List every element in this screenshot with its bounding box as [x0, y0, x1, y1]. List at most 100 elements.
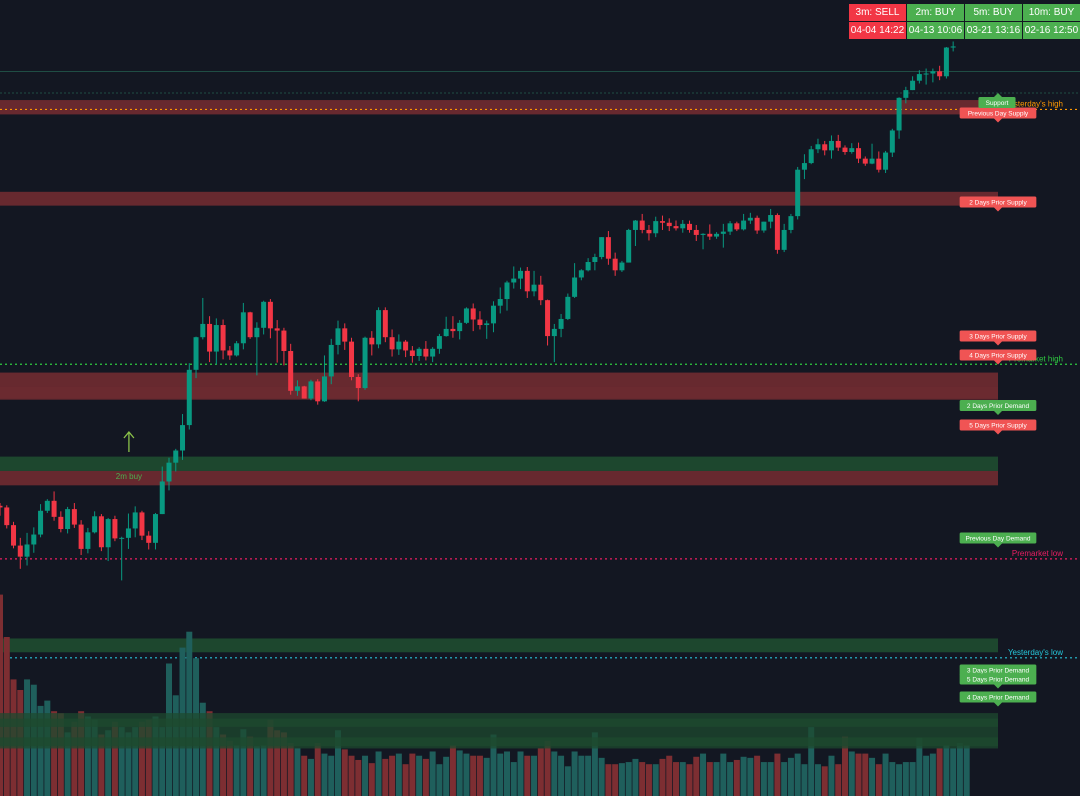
volume-bar-52 — [341, 749, 348, 796]
volume-bar-109 — [727, 762, 734, 796]
candle-body-120 — [801, 163, 807, 170]
zone-tag-2-pointer — [994, 207, 1002, 212]
volume-bar-139 — [929, 753, 936, 796]
volume-bar-137 — [916, 737, 923, 796]
zone-9 — [0, 718, 998, 727]
candle-body-8 — [44, 500, 50, 511]
candle-body-34 — [220, 325, 226, 351]
volume-bar-64 — [422, 758, 429, 796]
candle-body-130 — [869, 158, 875, 164]
candle-body-98 — [653, 221, 659, 234]
candle-body-68 — [450, 328, 456, 332]
zone-tag-6: 5 Days Prior Supply — [959, 419, 1037, 435]
volume-bar-103 — [686, 764, 693, 796]
candle-body-21 — [132, 512, 138, 529]
volume-bar-86 — [571, 751, 578, 796]
volume-bar-100 — [666, 755, 673, 796]
volume-bar-117 — [781, 762, 788, 796]
candle-body-5 — [24, 544, 30, 557]
volume-bar-114 — [760, 762, 767, 796]
volume-bar-115 — [767, 762, 774, 796]
candle-body-52 — [342, 328, 348, 342]
candle-body-78 — [518, 270, 524, 279]
candle-body-75 — [497, 299, 503, 306]
candle-body-60 — [396, 341, 402, 350]
zone-tag-9-box — [959, 673, 1037, 685]
candle-body-54 — [355, 376, 361, 389]
volume-bar-40 — [260, 745, 267, 796]
zone-tag-5: 2 Days Prior Demand — [959, 400, 1037, 415]
candle-body-42 — [274, 328, 280, 331]
volume-bar-54 — [355, 759, 362, 796]
candle-body-138 — [923, 73, 929, 75]
zone-tag-10: 4 Days Prior Demand — [959, 691, 1037, 707]
volume-bar-46 — [301, 755, 308, 796]
candle-body-35 — [227, 350, 233, 356]
volume-bar-142 — [950, 748, 957, 796]
volume-bar-25 — [159, 727, 166, 796]
volume-bar-113 — [754, 755, 761, 796]
candle-body-131 — [876, 158, 882, 170]
volume-bar-101 — [673, 762, 679, 796]
candle-body-9 — [51, 500, 57, 517]
volume-bar-68 — [449, 745, 456, 796]
signal-10m-time: 02-16 12:50 — [1023, 22, 1080, 39]
candle-body-99 — [659, 221, 665, 223]
candle-body-43 — [281, 330, 287, 352]
volume-bar-78 — [517, 751, 524, 796]
level-line-label-2: Premarket low — [1012, 549, 1063, 558]
volume-bar-95 — [632, 758, 639, 796]
candle-body-20 — [125, 528, 131, 538]
volume-bar-44 — [287, 743, 294, 796]
volume-bar-60 — [395, 753, 402, 796]
zone-tag-2-text: 2 Days Prior Supply — [969, 199, 1027, 206]
signal-5m-label: 5m: BUY — [965, 4, 1022, 21]
volume-bar-32 — [206, 711, 213, 796]
volume-bar-9 — [51, 711, 58, 796]
volume-bar-49 — [321, 753, 328, 796]
candle-body-81 — [538, 284, 544, 301]
zone-tag-9: 5 Days Prior Demand — [959, 673, 1037, 689]
volume-bar-120 — [801, 764, 808, 796]
candle-body-66 — [436, 336, 442, 349]
zone-1 — [0, 100, 998, 115]
candle-body-132 — [883, 152, 889, 170]
candle-body-112 — [747, 217, 753, 221]
candle-body-113 — [754, 217, 760, 231]
volume-bar-91 — [605, 764, 612, 796]
zone-tag-3-text: 3 Days Prior Supply — [969, 333, 1027, 340]
volume-bar-61 — [402, 764, 409, 796]
volume-bar-85 — [564, 766, 571, 796]
level-line-label-4: Yesterday's low — [1008, 648, 1063, 657]
volume-bar-66 — [436, 764, 443, 796]
volume-bar-107 — [713, 762, 720, 796]
signal-table: 3m: SELL 2m: BUY 5m: BUY 10m: BUY 04-04 … — [849, 4, 1080, 39]
candle-body-70 — [463, 308, 469, 323]
candle-body-105 — [700, 233, 706, 235]
volume-bar-135 — [902, 762, 909, 796]
candle-body-63 — [416, 348, 422, 356]
candle-body-44 — [288, 351, 294, 391]
volume-bar-123 — [821, 766, 828, 796]
volume-bar-17 — [105, 730, 112, 796]
volume-bar-45 — [294, 748, 301, 796]
candle-body-47 — [308, 381, 314, 399]
volume-bar-104 — [693, 756, 700, 796]
candle-body-29 — [186, 369, 192, 426]
volume-bar-77 — [510, 762, 517, 796]
volume-bar-93 — [618, 763, 625, 796]
volume-bar-13 — [78, 711, 85, 796]
zone-tag-7-box — [959, 532, 1037, 544]
candle-body-50 — [328, 344, 334, 377]
volume-bar-138 — [923, 755, 930, 796]
zone-tag-3-pointer — [994, 341, 1002, 346]
candle-body-23 — [146, 535, 152, 543]
zone-tag-7: Previous Day Demand — [959, 532, 1037, 548]
level-line-label-3: Yesterday's high — [1005, 99, 1063, 108]
candle-body-102 — [680, 223, 686, 229]
zone-tag-5-box — [959, 400, 1037, 411]
candle-body-17 — [105, 519, 111, 548]
buy-arrow-head — [123, 430, 135, 439]
